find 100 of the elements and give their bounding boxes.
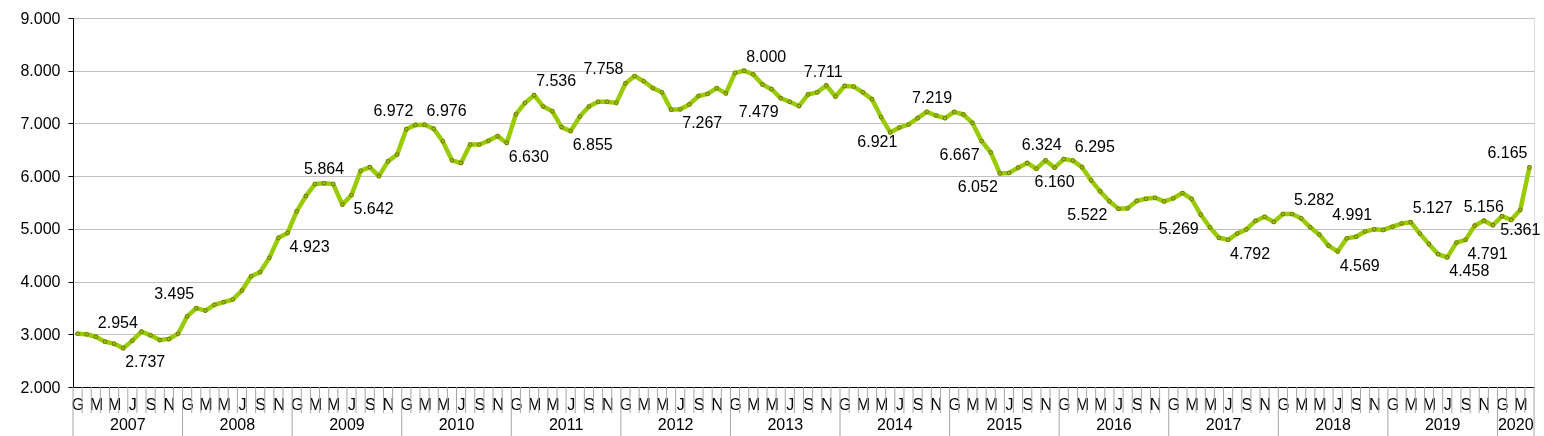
x-tick-label: M [436,395,450,413]
y-tick-label: 9.000 [20,9,61,27]
x-tick-label: N [1368,395,1381,413]
data-label: 5.522 [1067,206,1108,224]
x-tick-label: J [1334,395,1343,413]
y-tick-label: 4.000 [20,273,61,291]
x-tick-label: S [145,395,157,413]
text: 2013 [767,416,804,433]
data-label: 6.165 [1487,144,1528,162]
x-tick-label: G [1058,395,1071,413]
x-tick-label: M [747,395,761,413]
text: 2008 [219,416,256,433]
data-label: 5.127 [1412,199,1453,217]
x-tick-label: M [527,395,542,413]
data-label: 4.791 [1467,244,1508,262]
x-tick-label: S [1241,395,1253,413]
x-tick-label: G [71,395,85,413]
x-tick-label: M [765,395,779,413]
x-tick-label: G [729,395,742,413]
x-tick-label: G [1167,395,1181,413]
x-tick-label: M [1313,395,1327,413]
x-tick-label: S [803,395,814,413]
data-label: 2.737 [125,353,166,371]
data-label: 7.267 [682,114,723,132]
x-tick-label: M [874,395,889,413]
x-tick-label: N [601,395,614,413]
data-label: 6.324 [1021,136,1062,154]
x-tick-label: G [1386,395,1400,413]
text: 2009 [329,416,365,433]
x-tick-label: G [400,395,414,413]
x-tick-label: S [255,395,267,413]
x-tick-label: M [1075,395,1090,413]
data-label: 6.667 [939,145,980,163]
data-label: 3.495 [154,285,195,303]
x-tick-label: N [821,395,833,413]
data-label: 7.758 [583,60,624,78]
x-tick-label: J [238,395,247,413]
data-label: 5.269 [1158,219,1199,237]
x-tick-label: N [711,395,724,413]
x-tick-label: M [1294,395,1309,413]
x-tick-label: J [1115,395,1124,413]
x-tick-label: G [838,395,852,413]
x-tick-label: M [1404,395,1418,413]
x-tick-label: M [199,395,213,413]
x-tick-label: N [382,395,395,413]
x-tick-label: J [786,395,795,413]
x-tick-label: N [1478,395,1491,413]
y-tick-label: 3.000 [20,325,61,343]
text: 2017 [1205,416,1242,433]
data-label: 6.855 [572,136,613,154]
x-tick-label: M [89,395,103,413]
x-tick-label: S [1022,395,1034,413]
x-tick-label: N [1040,395,1052,413]
text: 2010 [438,416,475,433]
data-label: 4.991 [1332,206,1373,224]
x-tick-label: J [1224,395,1233,413]
data-label: 7.711 [803,62,843,80]
data-label: 5.642 [353,200,394,218]
x-tick-label: S [1131,395,1143,413]
data-label: 4.569 [1339,256,1380,274]
x-tick-label: J [348,395,356,413]
data-label: 8.000 [746,47,787,65]
x-tick-label: M [984,395,998,413]
y-tick-label: 7.000 [20,114,61,132]
x-tick-label: M [655,395,670,413]
data-label: 6.052 [957,178,998,196]
y-tick-label: 6.000 [20,167,61,185]
x-tick-label: S [912,395,924,413]
x-tick-label: S [584,395,595,413]
x-tick-label: M [327,395,341,413]
x-tick-label: J [567,395,576,413]
x-tick-label: M [966,395,980,413]
data-label: 2.954 [97,313,138,331]
x-tick-label: M [1514,395,1528,413]
x-tick-label: N [930,395,943,413]
x-tick-label: M [1422,395,1437,413]
y-tick-label: 5.000 [20,220,61,238]
data-label: 6.921 [857,132,898,150]
x-tick-label: N [492,395,504,413]
x-tick-label: S [474,395,486,413]
x-tick-label: J [676,395,685,413]
x-tick-label: N [273,395,285,413]
y-tick-label: 2.000 [20,378,61,396]
x-tick-label: J [1443,395,1452,413]
text: 2015 [986,416,1023,433]
data-label: 6.630 [508,147,549,165]
x-tick-label: N [1149,395,1162,413]
data-label: 4.923 [289,237,330,255]
text: 2019 [1424,416,1461,433]
x-tick-label: G [510,395,523,413]
y-tick-label: 8.000 [20,62,61,80]
data-label: 4.458 [1449,262,1490,280]
x-tick-label: G [619,395,633,413]
x-tick-label: J [895,395,904,413]
text: 2016 [1096,416,1132,433]
data-label: 6.972 [373,101,414,119]
text: 2020 [1497,416,1534,433]
x-tick-label: G [1277,395,1290,413]
x-tick-label: J [128,395,137,413]
x-tick-label: M [217,395,231,413]
